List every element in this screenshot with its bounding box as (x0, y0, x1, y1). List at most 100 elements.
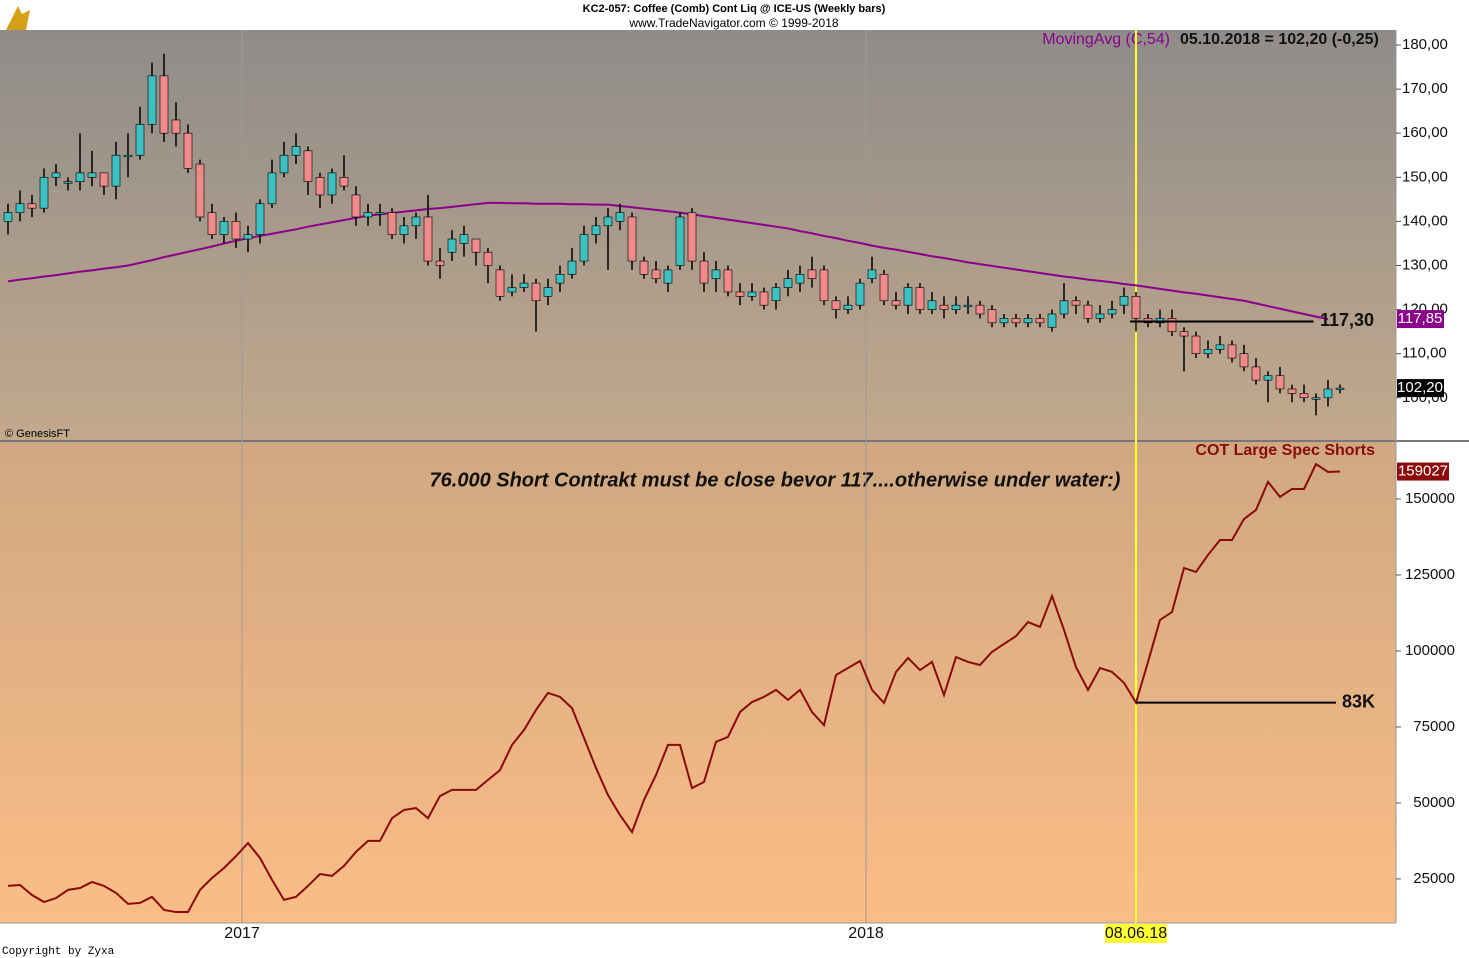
reference-label: 117,30 (1320, 310, 1374, 330)
candle-body (243, 234, 253, 240)
candle-body (411, 216, 421, 227)
candle-body (51, 172, 61, 178)
cot-last-box (1397, 462, 1449, 481)
x-tick-label: 08.06.18 (1105, 925, 1167, 942)
y-tick-label: 130,00 (1402, 256, 1448, 273)
candle-body (291, 146, 301, 156)
candle-body (951, 304, 961, 310)
candle-body (447, 238, 457, 253)
candle-body (387, 212, 397, 235)
source: © GenesisFT (5, 428, 70, 440)
candle-body (207, 212, 217, 235)
candle-body (471, 238, 481, 253)
y-tick-label: 180,00 (1402, 36, 1448, 53)
candle-body (111, 154, 121, 187)
candle-body (795, 274, 805, 284)
footer: Copyright by Zyxa (2, 946, 115, 958)
candle-body (15, 203, 25, 213)
cot-last-label: 159027 (1398, 463, 1448, 480)
candle-body (63, 181, 73, 184)
candle-body (27, 203, 37, 209)
candle-body (903, 287, 913, 306)
candle-body (531, 282, 541, 302)
candle-body (1299, 393, 1309, 399)
candle-body (879, 274, 889, 302)
candle-body (255, 203, 265, 235)
candle-body (75, 172, 85, 182)
candle-body (171, 119, 181, 134)
x-tick-label: 2018 (848, 925, 884, 942)
y-tick-label: 25000 (1413, 870, 1455, 887)
candle-body (507, 287, 517, 293)
candle-body (1179, 331, 1189, 337)
candle-body (1227, 344, 1237, 359)
reference-label: 83K (1342, 691, 1375, 711)
candle-body (1131, 296, 1141, 319)
candle-body (231, 221, 241, 240)
candle-body (1263, 375, 1273, 381)
candle-body (327, 172, 337, 196)
candle-body (375, 212, 385, 215)
candle-body (759, 291, 769, 306)
x-tick-label: 2017 (224, 925, 260, 942)
candle-body (1095, 313, 1105, 319)
candle-body (627, 216, 637, 262)
y-tick-label: 75000 (1413, 718, 1455, 735)
candle-body (1215, 344, 1225, 350)
candle-body (1047, 313, 1057, 328)
candle-body (891, 300, 901, 306)
candle-body (843, 304, 853, 310)
candle-body (1203, 348, 1213, 354)
candle-body (927, 300, 937, 310)
candle-body (495, 269, 505, 297)
candle-body (663, 269, 673, 284)
candle-body (303, 150, 313, 182)
price-last-box (1397, 379, 1444, 398)
candle-body (1011, 318, 1021, 324)
candle-body (159, 75, 169, 134)
y-tick-label: 150,00 (1402, 168, 1448, 185)
candle-body (1083, 304, 1093, 319)
candle-body (99, 172, 109, 187)
candle-body (687, 212, 697, 262)
y-tick-label: 110,00 (1402, 345, 1447, 362)
candle-body (747, 291, 757, 297)
candle-body (1119, 296, 1129, 306)
candle-body (639, 260, 649, 275)
candle-body (1287, 388, 1297, 394)
candle-body (123, 154, 133, 158)
ma-last-label: 117,85 (1398, 310, 1443, 327)
y-tick-label: 125000 (1405, 566, 1455, 583)
candle-body (855, 282, 865, 306)
candle-body (939, 304, 949, 310)
candle-body (339, 176, 349, 187)
candle-body (567, 260, 577, 275)
header-title: KC2-057: Coffee (Comb) Cont Liq @ ICE-US… (583, 3, 886, 15)
y-tick-label: 50000 (1413, 794, 1455, 811)
candle-body (783, 278, 793, 288)
ma-last-box (1397, 310, 1444, 329)
candle-body (867, 269, 877, 280)
price-panel (0, 30, 1396, 441)
candle-body (519, 282, 529, 288)
candle-body (999, 318, 1009, 324)
candle-body (543, 287, 553, 297)
price-last-label: 102,20 (1397, 379, 1443, 396)
candle-body (1323, 388, 1333, 399)
candle-body (555, 274, 565, 284)
candle-body (963, 304, 973, 307)
candle-body (1239, 353, 1249, 368)
candle-body (807, 269, 817, 280)
candle-body (147, 75, 157, 125)
y-tick-label: 150000 (1405, 490, 1455, 507)
candle-body (267, 172, 277, 205)
candle-body (1311, 397, 1321, 400)
candle-body (87, 172, 97, 178)
candle-body (975, 304, 985, 315)
candle-body (1071, 300, 1081, 306)
series-line (7, 462, 1341, 914)
candle-body (351, 194, 361, 218)
candle-body (711, 269, 721, 280)
candle-body (591, 225, 601, 235)
